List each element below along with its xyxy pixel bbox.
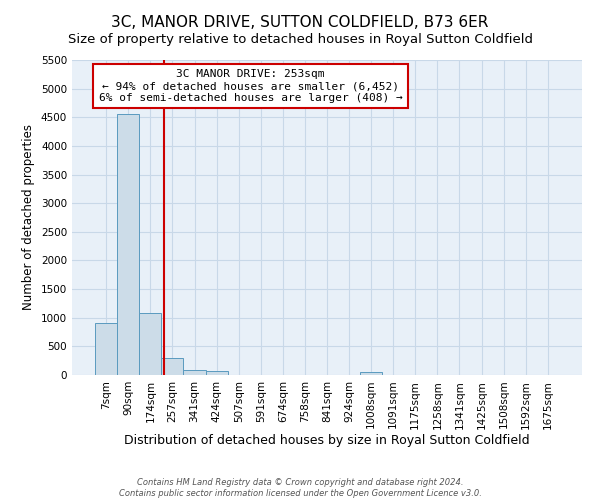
X-axis label: Distribution of detached houses by size in Royal Sutton Coldfield: Distribution of detached houses by size …: [124, 434, 530, 447]
Text: Size of property relative to detached houses in Royal Sutton Coldfield: Size of property relative to detached ho…: [67, 32, 533, 46]
Text: Contains HM Land Registry data © Crown copyright and database right 2024.
Contai: Contains HM Land Registry data © Crown c…: [119, 478, 481, 498]
Bar: [117, 114, 139, 375]
Bar: [360, 372, 382, 375]
Bar: [206, 370, 227, 375]
Bar: [184, 370, 206, 375]
Text: 3C MANOR DRIVE: 253sqm
← 94% of detached houses are smaller (6,452)
6% of semi-d: 3C MANOR DRIVE: 253sqm ← 94% of detached…: [98, 70, 403, 102]
Text: 3C, MANOR DRIVE, SUTTON COLDFIELD, B73 6ER: 3C, MANOR DRIVE, SUTTON COLDFIELD, B73 6…: [112, 15, 488, 30]
Bar: [161, 358, 184, 375]
Bar: [95, 324, 117, 375]
Y-axis label: Number of detached properties: Number of detached properties: [22, 124, 35, 310]
Bar: [139, 314, 161, 375]
